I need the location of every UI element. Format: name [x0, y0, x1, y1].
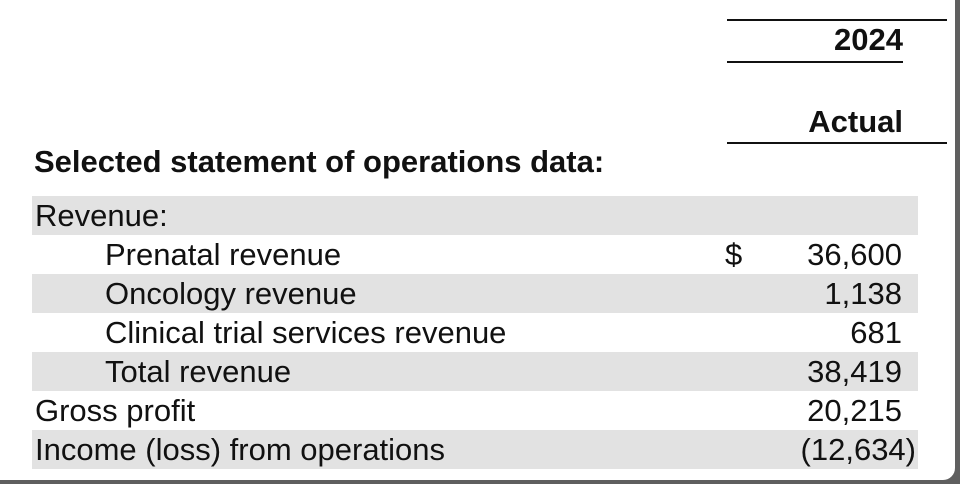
- row-amount: 38,419: [807, 354, 902, 389]
- row-amount: 1,138: [824, 276, 902, 311]
- table-row-revenue-heading: Revenue:: [32, 196, 918, 235]
- basis-underline: [727, 142, 947, 144]
- table-row-prenatal-revenue: Prenatal revenue $ 36,600: [32, 235, 918, 274]
- column-header-year: 2024: [834, 22, 903, 57]
- row-label: Gross profit: [35, 393, 196, 428]
- row-amount: 36,600: [807, 237, 902, 272]
- row-label: Oncology revenue: [105, 276, 357, 311]
- row-amount: 681: [850, 315, 902, 350]
- row-label: Clinical trial services revenue: [105, 315, 507, 350]
- header-top-rule: [727, 19, 947, 21]
- row-label: Total revenue: [105, 354, 292, 389]
- row-label: Revenue:: [35, 198, 168, 233]
- row-amount: 20,215: [807, 393, 902, 428]
- column-header-basis: Actual: [808, 104, 903, 139]
- section-title: Selected statement of operations data:: [34, 144, 605, 179]
- year-underline: [727, 61, 903, 63]
- table-row-total-revenue: Total revenue 38,419: [32, 352, 918, 391]
- table-row-clinical-trial-revenue: Clinical trial services revenue 681: [32, 313, 918, 352]
- row-amount: (12,634): [800, 432, 916, 467]
- currency-symbol: $: [725, 237, 743, 272]
- table-row-oncology-revenue: Oncology revenue 1,138: [32, 274, 918, 313]
- table-row-gross-profit: Gross profit 20,215: [32, 391, 918, 430]
- table-row-income-loss-from-operations: Income (loss) from operations (12,634): [32, 430, 918, 469]
- row-label: Income (loss) from operations: [35, 432, 446, 467]
- row-label: Prenatal revenue: [105, 237, 342, 272]
